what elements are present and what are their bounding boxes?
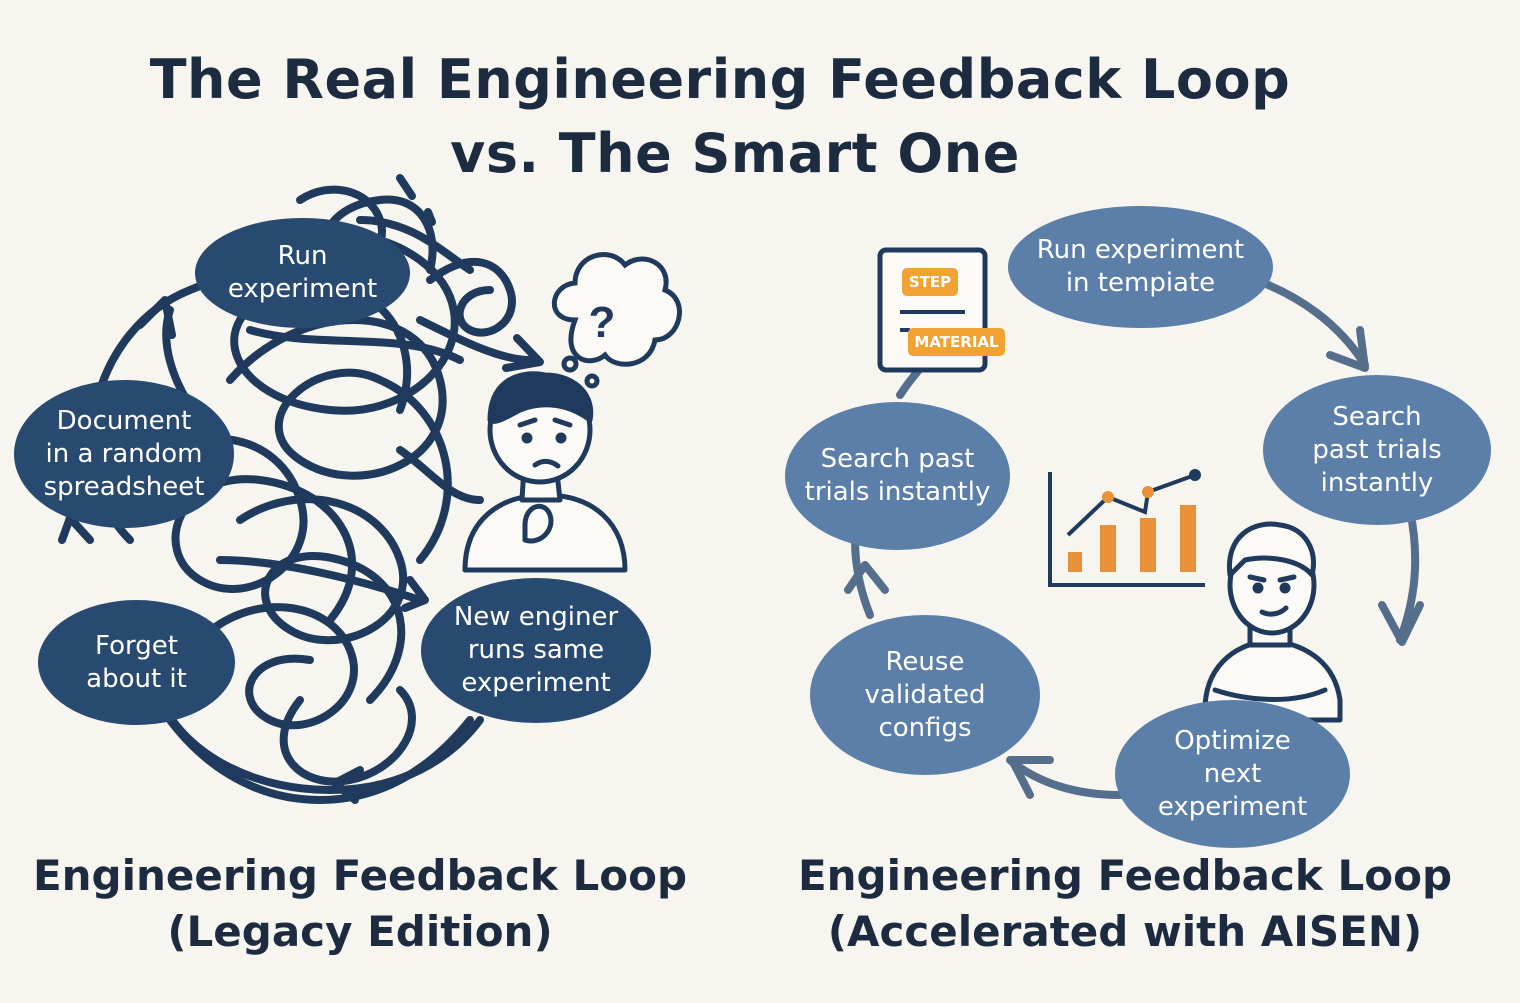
legacy-arrowheads — [58, 174, 544, 804]
chart-bar-4 — [1180, 505, 1196, 572]
confused-engineer-icon — [462, 371, 628, 573]
legacy-caption-line-1: Engineering Feedback Loop — [32, 851, 688, 900]
legacy-node-new-engineer: New enginer runs same experiment — [421, 578, 651, 723]
smart-node-search-right: Search past trials instantly — [1263, 375, 1491, 525]
smart-node-label: Search past trials instantly — [804, 444, 991, 507]
chart-bar-2 — [1100, 525, 1116, 572]
smart-node-search-left: Search past trials instantly — [785, 402, 1010, 550]
chart-bar-1 — [1068, 552, 1082, 572]
legacy-node-forget: Forget about it — [38, 600, 235, 725]
question-mark: ? — [589, 298, 616, 347]
title-line-1: The Real Engineering Feedback Loop — [149, 48, 1291, 111]
title-line-2: vs. The Smart One — [450, 122, 1020, 185]
legacy-node-label: Run experiment — [227, 241, 378, 304]
legacy-caption-line-2: (Legacy Edition) — [167, 907, 553, 956]
smart-cycle-arrowheads — [844, 326, 1424, 799]
smart-caption-line-1: Engineering Feedback Loop — [797, 851, 1453, 900]
bar-chart-icon — [1048, 469, 1205, 587]
smart-node-label: Search past trials instantly — [1312, 401, 1442, 498]
legacy-node-document: Document in a random spreadsheet — [14, 380, 234, 528]
smart-caption: Engineering Feedback Loop (Accelerated w… — [780, 848, 1470, 960]
smart-node-label: Optimize next experiment — [1157, 725, 1308, 822]
legacy-node-run-experiment: Run experiment — [195, 218, 410, 328]
confident-engineer-icon — [1202, 521, 1343, 723]
legacy-node-label: New enginer runs same experiment — [453, 602, 619, 698]
material-badge: MATERIAL — [908, 328, 1005, 356]
smart-node-optimize: Optimize next experiment — [1115, 700, 1350, 848]
step-badge: STEP — [902, 268, 958, 296]
chart-bar-3 — [1140, 518, 1156, 572]
smart-node-label: Run experiment in tempiate — [1036, 235, 1245, 298]
smart-node-run-template: Run experiment in tempiate — [1008, 206, 1273, 328]
smart-node-reuse: Reuse validated configs — [810, 615, 1040, 775]
legacy-node-label: Document in a random spreadsheet — [43, 405, 205, 502]
legacy-caption: Engineering Feedback Loop (Legacy Editio… — [30, 848, 690, 960]
smart-caption-line-2: (Accelerated with AISEN) — [827, 907, 1423, 956]
smart-node-label: Reuse validated configs — [864, 646, 986, 743]
thought-bubble — [551, 252, 682, 389]
legacy-node-label: Forget about it — [86, 630, 187, 694]
